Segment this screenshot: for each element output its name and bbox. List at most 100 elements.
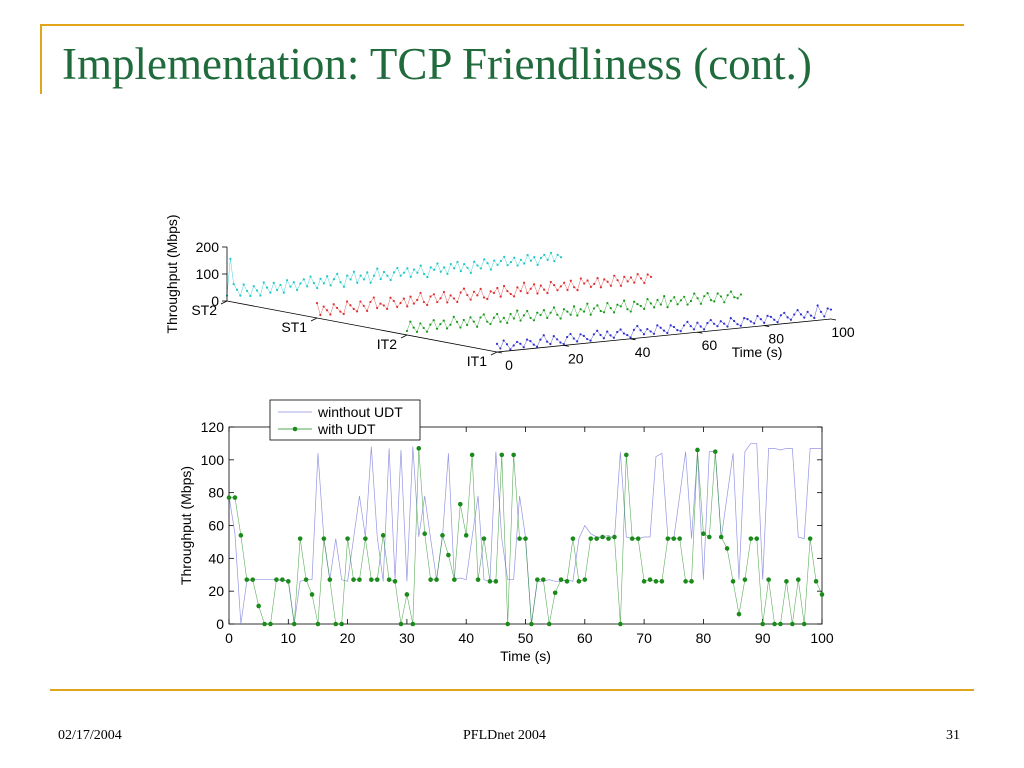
data-point-st1: [609, 284, 613, 287]
data-point-it1: [532, 343, 535, 346]
data-point-st2: [553, 260, 556, 263]
series-tick: [490, 351, 498, 356]
data-point-st1: [469, 298, 472, 301]
data-point-it2: [409, 320, 412, 323]
data-point-st1: [496, 286, 499, 290]
data-point-it2: [643, 307, 646, 310]
series-axis-label: ST1: [281, 319, 307, 335]
x-tick-label: 0: [225, 630, 233, 646]
data-point-st1: [359, 300, 362, 303]
data-point-st2: [332, 278, 335, 281]
data-point-st2: [469, 271, 472, 274]
data-point-st2: [259, 294, 262, 297]
data-point-with-udt: [724, 546, 730, 551]
time-tick-label: 60: [702, 337, 718, 353]
time-axis-line: [496, 318, 832, 353]
data-point-st2: [536, 263, 539, 267]
data-point-with-udt: [677, 536, 682, 541]
data-point-st1: [412, 302, 415, 305]
data-point-st1: [492, 291, 496, 295]
data-point-st1: [342, 312, 345, 316]
data-point-st1: [636, 273, 639, 276]
data-point-it1: [809, 314, 813, 317]
data-point-st1: [619, 284, 623, 287]
data-point-it2: [572, 305, 576, 308]
y-tick-label: 80: [208, 485, 224, 501]
series-tick: [400, 334, 408, 339]
data-point-with-udt: [600, 534, 605, 540]
data-point-st1: [339, 310, 342, 313]
data-point-it2: [472, 320, 475, 323]
data-point-with-udt: [309, 592, 315, 597]
data-point-st2: [439, 270, 442, 273]
data-point-with-udt: [784, 579, 789, 584]
data-point-it2: [419, 322, 422, 325]
data-point-st1: [546, 291, 549, 295]
title-top-rule: [40, 24, 964, 26]
data-point-st2: [402, 271, 406, 274]
data-point-it2: [696, 297, 699, 300]
data-point-st1: [512, 295, 516, 298]
data-point-it1: [682, 324, 686, 327]
data-point-st1: [422, 300, 425, 304]
data-point-it1: [813, 316, 816, 320]
data-point-it2: [509, 312, 512, 316]
data-point-it1: [612, 336, 616, 339]
data-point-with-udt: [689, 579, 694, 584]
data-point-st2: [379, 277, 382, 281]
data-point-it2: [462, 318, 465, 322]
data-point-it2: [442, 319, 445, 322]
throughput-axis-title: Throughput (Mbps): [164, 214, 180, 333]
time-tick: [830, 318, 837, 321]
data-point-with-udt: [457, 501, 463, 507]
data-point-it2: [736, 297, 739, 300]
data-point-it2: [415, 330, 419, 333]
data-point-st2: [376, 267, 379, 270]
data-point-it1: [692, 328, 696, 331]
data-point-st2: [496, 263, 499, 266]
data-point-st1: [389, 296, 392, 299]
data-point-st1: [629, 276, 633, 279]
data-point-st2: [336, 272, 339, 276]
data-point-st2: [262, 281, 265, 284]
data-point-st2: [519, 258, 523, 261]
data-point-st1: [576, 289, 579, 292]
data-point-with-udt: [546, 621, 552, 627]
data-point-it1: [662, 329, 666, 332]
data-point-it1: [562, 342, 565, 346]
data-point-it1: [753, 322, 756, 325]
data-point-st1: [459, 291, 462, 294]
data-point-it1: [649, 330, 652, 333]
series-axis-line: [226, 300, 498, 353]
data-point-it1: [495, 342, 499, 345]
data-point-st2: [499, 259, 502, 263]
data-point-st1: [563, 281, 566, 284]
data-point-it1: [582, 334, 585, 337]
data-point-st2: [346, 274, 349, 277]
data-point-it1: [709, 318, 712, 322]
data-point-st2: [533, 256, 536, 259]
data-point-st2: [386, 274, 389, 277]
data-point-with-udt: [641, 579, 647, 584]
data-point-with-udt: [238, 533, 244, 538]
data-point-st1: [646, 273, 649, 276]
data-point-it2: [616, 303, 619, 306]
data-point-st2: [463, 262, 466, 266]
data-point-it2: [569, 313, 572, 316]
data-point-it2: [599, 309, 602, 313]
data-point-it1: [676, 329, 679, 332]
data-point-st1: [345, 300, 349, 303]
time-tick: [496, 351, 503, 354]
x-tick-label: 60: [577, 630, 593, 646]
data-point-it2: [626, 308, 629, 311]
data-point-it2: [425, 330, 429, 333]
data-point-st2: [316, 286, 319, 290]
data-point-it2: [606, 301, 609, 305]
data-point-it1: [549, 342, 552, 346]
data-point-it2: [422, 326, 425, 330]
data-point-st1: [566, 288, 569, 292]
data-point-it2: [609, 307, 612, 310]
series-line-without-udt: [228, 443, 822, 625]
x-tick-label: 10: [281, 630, 297, 646]
data-point-st2: [429, 266, 432, 269]
